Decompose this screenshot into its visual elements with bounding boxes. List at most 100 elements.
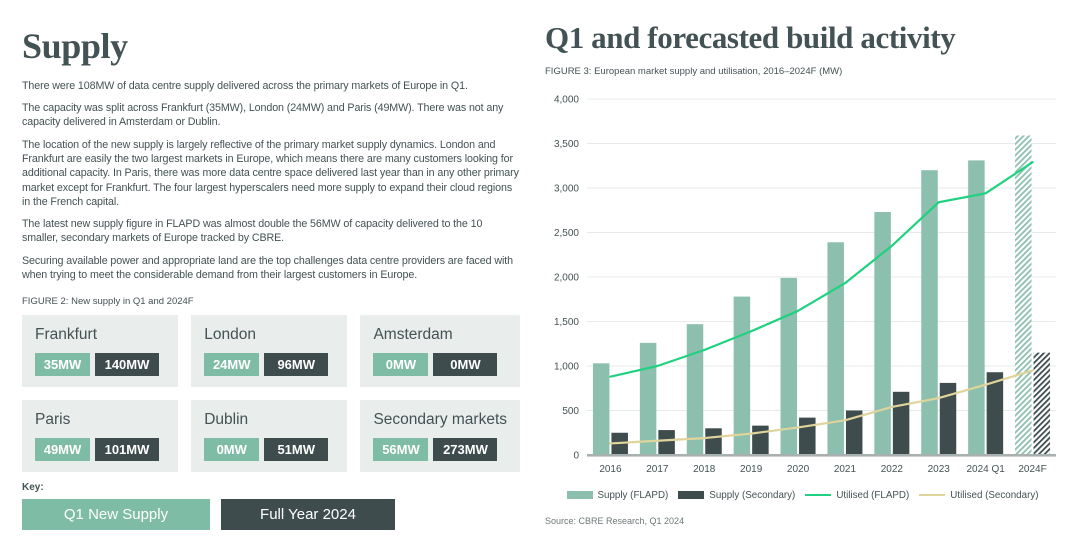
figure3-chart-wrap: 0 500 1,000 1,500 2,000 2,500 3,000 3,500 4,000 2… [545, 87, 1060, 484]
full-year-2024-badge: 51MW [264, 438, 329, 462]
bar-supply-secondary-2019 [752, 425, 769, 455]
x-tick-label-2023: 2023 [928, 464, 951, 475]
market-name: Secondary markets [373, 411, 507, 429]
market-badges: 0MW 0MW [373, 353, 507, 377]
supply-paragraphs: There were 108MW of data centre supply d… [22, 79, 520, 283]
y-tick-label-0: 0 [573, 450, 579, 461]
x-tick-label-2022: 2022 [881, 464, 904, 475]
bar-supply-flapd-2022 [874, 211, 891, 455]
supply-paragraph-4: The latest new supply figure in FLAPD wa… [22, 218, 483, 245]
market-name: Paris [35, 411, 71, 429]
full-year-2024-badge: 0MW [433, 353, 498, 377]
market-card-amsterdam: Amsterdam 0MW 0MW [360, 315, 520, 388]
y-tick-label-2500: 2,500 [554, 228, 579, 239]
legend-label: Utilised (FLAPD) [836, 489, 910, 501]
bar-supply-flapd-2024f [1015, 135, 1032, 455]
supply-paragraph-1: There were 108MW of data centre supply d… [22, 79, 468, 92]
legend-label: Supply (FLAPD) [597, 489, 669, 501]
bar-supply-flapd-2020 [780, 277, 798, 455]
market-badges: 56MW 273MW [373, 438, 507, 462]
bar-supply-flapd-2016 [592, 362, 610, 455]
y-tick-label-1500: 1,500 [554, 317, 579, 328]
legend-item-supply-secondary: Supply (Secondary) [678, 490, 795, 501]
y-tick-label-3000: 3,000 [554, 183, 579, 194]
supply-paragraph-3: The location of the new supply is largel… [22, 138, 519, 208]
key-label: Key: [22, 482, 44, 494]
x-tick-label-2020: 2020 [787, 464, 810, 475]
x-tick-label-2019: 2019 [740, 464, 763, 475]
legend-label: Utilised (Secondary) [950, 489, 1039, 501]
key-badges: Q1 New Supply Full Year 2024 [22, 499, 520, 531]
q1-new-supply-badge: 0MW [204, 438, 260, 462]
key-badge-q1-new-supply: Q1 New Supply [22, 499, 210, 531]
q1-new-supply-badge: 24MW [204, 353, 260, 377]
market-badges: 0MW 51MW [204, 438, 334, 462]
x-axis-line [587, 453, 1056, 457]
x-tick-label-2016: 2016 [599, 464, 622, 475]
bar-supply-secondary-2018 [705, 427, 722, 455]
bar-supply-secondary-2021 [845, 410, 863, 455]
figure3-chart: 0 500 1,000 1,500 2,000 2,500 3,000 3,500 4,000 2… [554, 94, 1056, 475]
legend-item-supply-flapd: Supply (FLAPD) [566, 489, 669, 501]
full-year-2024-badge: 96MW [264, 353, 329, 377]
full-year-2024-badge: 273MW [433, 438, 498, 462]
market-name: Frankfurt [35, 326, 98, 344]
legend-item-utilised-secondary: Utilised (Secondary) [919, 489, 1039, 501]
x-tick-label-2024-q1: 2024 Q1 [966, 464, 1005, 475]
full-year-2024-badge: 101MW [95, 438, 159, 462]
x-tick-label-2018: 2018 [693, 464, 716, 475]
legend-line-swatch-utilised-flapd [805, 493, 832, 497]
bar-supply-flapd-2019 [733, 296, 751, 455]
bar-supply-secondary-2022 [892, 391, 910, 455]
supply-paragraph-2: The capacity was split across Frankfurt … [22, 102, 504, 129]
bar-supply-flapd-2018 [686, 323, 704, 455]
market-badges: 24MW 96MW [204, 353, 334, 377]
market-card-frankfurt: Frankfurt 35MW 140MW [22, 315, 179, 388]
bar-supply-secondary-2024f [1033, 352, 1051, 455]
chart-source: Source: CBRE Research, Q1 2024 [545, 515, 685, 526]
market-card-paris: Paris 49MW 101MW [22, 400, 179, 473]
bar-supply-secondary-2020 [799, 417, 816, 455]
chart-legend: Supply (FLAPD) Supply (Secondary) Utilised… [545, 490, 1060, 501]
key-badge-full-year-2024: Full Year 2024 [221, 499, 395, 531]
line-utilised-flapd [609, 160, 1034, 378]
market-card-london: London 24MW 96MW [191, 315, 348, 388]
bar-supply-secondary-2024-q1 [986, 371, 1004, 455]
market-name: Amsterdam [373, 326, 453, 344]
legend-bar-swatch-supply-flapd [566, 491, 593, 500]
market-badges: 35MW 140MW [35, 353, 165, 377]
market-name: London [204, 326, 256, 344]
x-tick-label-2017: 2017 [646, 464, 669, 475]
legend-line-swatch-utilised-secondary [919, 493, 946, 497]
q1-new-supply-badge: 0MW [373, 353, 429, 377]
legend-bar-swatch-supply-secondary [678, 491, 705, 500]
market-card-secondary-markets: Secondary markets 56MW 273MW [360, 400, 520, 473]
supply-paragraph-5: Securing available power and appropriate… [22, 254, 513, 282]
legend-item-utilised-flapd: Utilised (FLAPD) [805, 490, 909, 501]
bar-supply-flapd-2023 [921, 169, 938, 455]
figure2-caption: FIGURE 2: New supply in Q1 and 2024F [22, 296, 194, 308]
market-name: Dublin [204, 411, 249, 429]
bar-supply-secondary-2017 [658, 429, 675, 455]
full-year-2024-badge: 140MW [95, 353, 159, 377]
bar-supply-flapd-2017 [639, 342, 657, 455]
q1-new-supply-badge: 49MW [35, 438, 90, 462]
q1-new-supply-badge: 35MW [35, 353, 90, 377]
y-tick-label-4000: 4,000 [554, 94, 579, 105]
legend-label: Supply (Secondary) [709, 489, 796, 501]
line-utilised-secondary [609, 368, 1034, 445]
bar-supply-flapd-2024-q1 [968, 159, 985, 455]
build-activity-title: Q1 and forecasted build activity [545, 20, 956, 55]
bar-supply-flapd-2021 [827, 241, 844, 455]
y-tick-label-1000: 1,000 [554, 361, 579, 372]
x-tick-label-2021: 2021 [834, 464, 857, 475]
y-tick-label-2000: 2,000 [554, 272, 579, 283]
supply-title: Supply [22, 26, 128, 66]
market-badges: 49MW 101MW [35, 438, 165, 462]
build-activity-section: Q1 and forecasted build activity FIGURE … [545, 20, 1060, 526]
x-tick-label-2024f: 2024F [1018, 464, 1046, 475]
y-tick-label-3500: 3,500 [554, 139, 579, 150]
figure2-cards: Frankfurt 35MW 140MW London 24MW 96MW Amsterda… [22, 315, 520, 473]
q1-new-supply-badge: 56MW [373, 438, 429, 462]
